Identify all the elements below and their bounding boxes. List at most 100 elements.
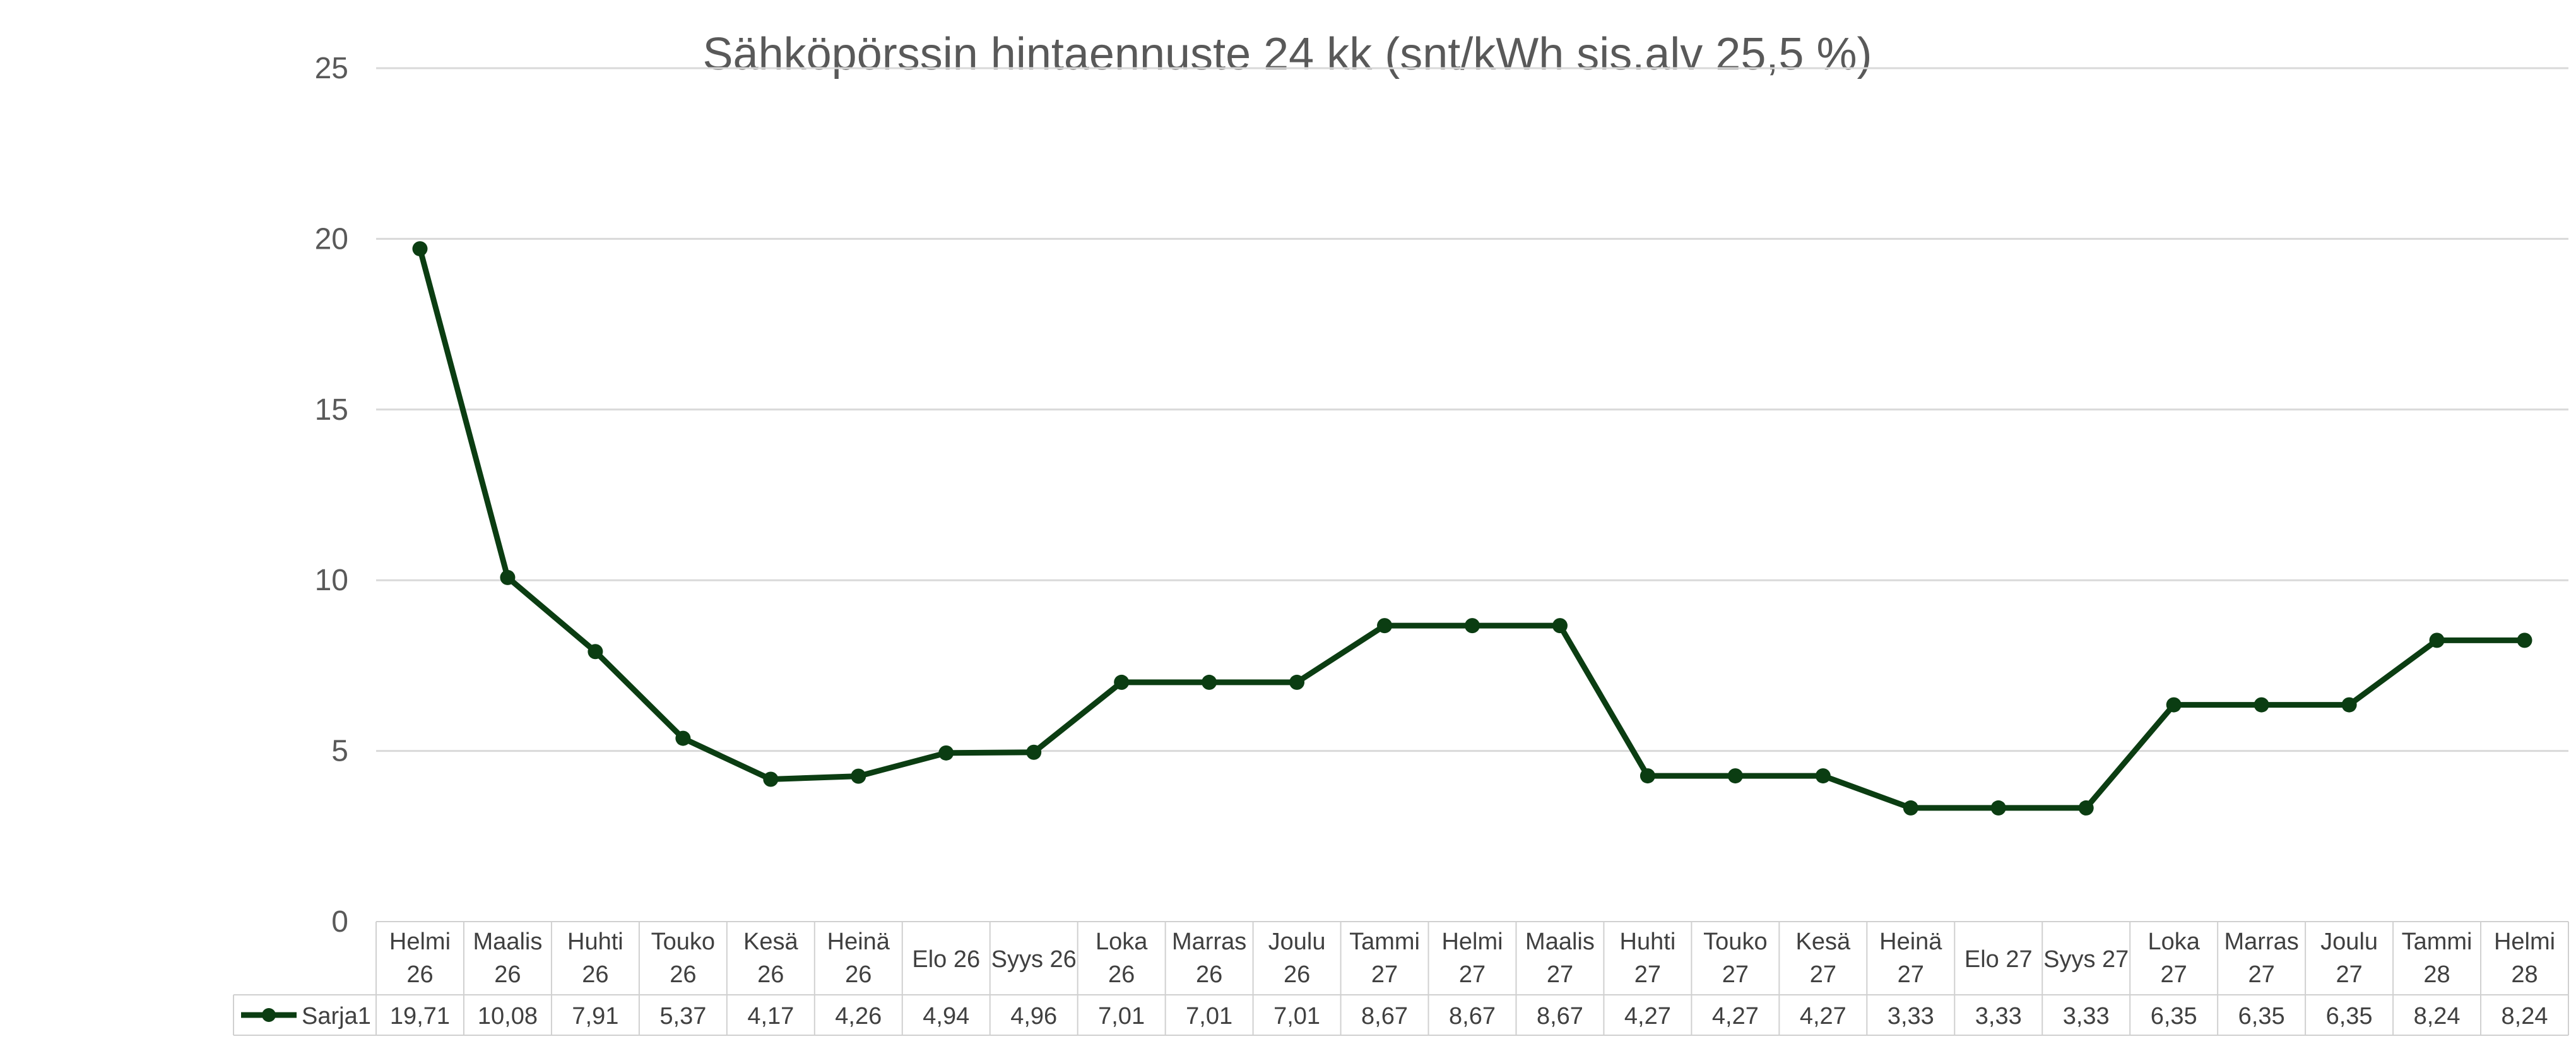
data-point — [1026, 744, 1042, 760]
data-label: 8,24 — [2502, 1003, 2548, 1030]
data-point — [1202, 674, 1217, 690]
category-label: 26 — [406, 961, 433, 988]
data-label: 4,27 — [1712, 1003, 1759, 1030]
data-point — [675, 730, 691, 746]
data-table: Helmi 26 19,71 Maalis 26 10,08 Huhti 26 7,91 Touk… — [233, 921, 2569, 1036]
data-label: 4,17 — [747, 1003, 794, 1030]
category-label: 27 — [1722, 961, 1749, 988]
legend-label: Sarja1 — [302, 1003, 371, 1030]
y-tick-label: 0 — [331, 905, 348, 939]
category-label: 26 — [845, 961, 871, 988]
data-point — [1289, 674, 1305, 690]
category-label: Loka — [1096, 929, 1148, 955]
data-point — [1815, 768, 1831, 784]
category-label: Loka — [2148, 929, 2200, 955]
category-label: Maalis — [1525, 929, 1595, 955]
y-tick-label: 25 — [315, 52, 348, 85]
data-point — [1465, 618, 1480, 634]
legend-marker — [262, 1008, 276, 1022]
category-label: 27 — [1634, 961, 1661, 988]
data-label: 3,33 — [1888, 1003, 1934, 1030]
y-tick-label: 5 — [331, 735, 348, 768]
data-point — [2254, 697, 2269, 713]
series-line — [417, 247, 2525, 811]
data-point — [1552, 618, 1568, 634]
category-label: Marras — [1172, 929, 1246, 955]
data-label: 3,33 — [1975, 1003, 2022, 1030]
category-label: 26 — [494, 961, 521, 988]
category-label: Syys 26 — [991, 946, 1077, 973]
category-label: Elo 26 — [912, 946, 980, 973]
category-label: Joulu — [2320, 929, 2378, 955]
data-label: 8,67 — [1361, 1003, 1408, 1030]
category-label: Kesä — [743, 929, 798, 955]
category-label: Syys 27 — [2043, 946, 2129, 973]
data-label: 8,67 — [1449, 1003, 1496, 1030]
data-label: 8,24 — [2414, 1003, 2461, 1030]
data-label: 7,01 — [1186, 1003, 1232, 1030]
category-label: 26 — [757, 961, 784, 988]
category-label: Kesä — [1796, 929, 1851, 955]
y-tick-label: 10 — [315, 564, 348, 597]
data-label: 7,91 — [572, 1003, 618, 1030]
category-label: Maalis — [473, 929, 543, 955]
data-point — [2429, 632, 2445, 648]
data-point — [2517, 632, 2532, 648]
category-label: 28 — [2423, 961, 2450, 988]
category-label: 27 — [1547, 961, 1573, 988]
category-label: Marras — [2224, 929, 2299, 955]
data-label: 6,35 — [2238, 1003, 2285, 1030]
data-point — [1903, 800, 1918, 816]
y-tick-label: 15 — [315, 393, 348, 427]
category-label: 26 — [1196, 961, 1222, 988]
data-label: 7,01 — [1098, 1003, 1145, 1030]
category-label: Heinä — [1879, 929, 1942, 955]
data-label: 7,01 — [1273, 1003, 1320, 1030]
chart-title: Sähköpörssin hintaennuste 24 kk (snt/kWh… — [703, 29, 1872, 80]
category-label: 27 — [1898, 961, 1924, 988]
data-point — [1377, 618, 1393, 634]
category-label: 26 — [670, 961, 696, 988]
data-point — [1640, 768, 1655, 784]
category-label: 27 — [1810, 961, 1836, 988]
data-label: 4,96 — [1010, 1003, 1057, 1030]
y-axis-ticks: 0 5 10 15 20 25 — [315, 52, 348, 939]
data-point — [1114, 674, 1130, 690]
data-label: 19,71 — [390, 1003, 450, 1030]
category-label: Touko — [1703, 929, 1767, 955]
category-label: Tammi — [2402, 929, 2473, 955]
category-label: Helmi — [389, 929, 451, 955]
data-label: 4,26 — [835, 1003, 882, 1030]
data-label: 6,35 — [2326, 1003, 2373, 1030]
data-label: 4,27 — [1624, 1003, 1671, 1030]
data-label: 6,35 — [2151, 1003, 2197, 1030]
data-point — [763, 771, 779, 787]
category-label: Tammi — [1349, 929, 1420, 955]
data-label: 10,08 — [478, 1003, 538, 1030]
data-point — [2078, 800, 2094, 816]
category-label: Elo 27 — [1964, 946, 2033, 973]
data-label: 8,67 — [1537, 1003, 1583, 1030]
category-label: 27 — [2336, 961, 2362, 988]
category-label: Huhti — [1620, 929, 1676, 955]
category-label: Helmi — [1441, 929, 1503, 955]
plot-area — [412, 241, 2532, 816]
data-label: 4,94 — [923, 1003, 969, 1030]
data-label: 4,27 — [1800, 1003, 1846, 1030]
category-label: 28 — [2511, 961, 2538, 988]
gridlines — [376, 67, 2568, 752]
y-tick-label: 20 — [315, 222, 348, 256]
data-point — [1990, 800, 2006, 816]
category-label: Helmi — [2494, 929, 2555, 955]
data-point — [412, 241, 428, 257]
data-point — [500, 569, 516, 585]
category-label: Huhti — [567, 929, 623, 955]
category-label: 26 — [582, 961, 608, 988]
category-label: 26 — [1284, 961, 1310, 988]
category-label: 27 — [2161, 961, 2187, 988]
category-label: 27 — [2248, 961, 2274, 988]
category-label: Heinä — [827, 929, 890, 955]
category-label: 26 — [1108, 961, 1135, 988]
data-point — [2166, 697, 2182, 713]
category-label: 27 — [1459, 961, 1486, 988]
